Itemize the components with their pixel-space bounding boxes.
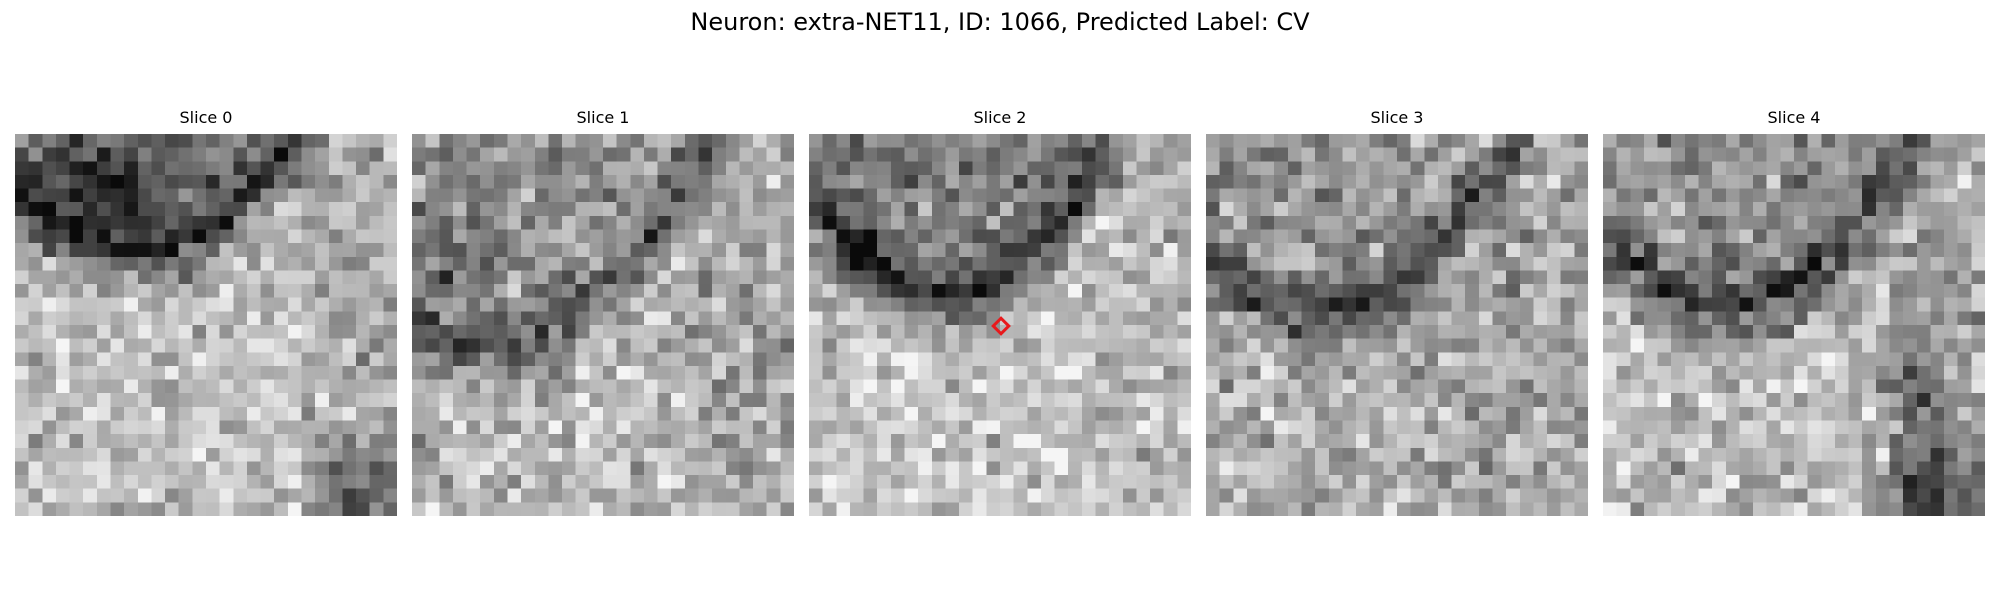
slice-title: Slice 3: [1370, 108, 1424, 127]
slice-panel-4: Slice 4: [1603, 108, 1985, 516]
figure-title: Neuron: extra-NET11, ID: 1066, Predicted…: [690, 8, 1310, 36]
slice-panel-1: Slice 1: [412, 108, 794, 516]
slice-image: [412, 134, 794, 516]
slice-title: Slice 0: [179, 108, 233, 127]
slice-panel-2: Slice 2: [809, 108, 1191, 516]
slice-title: Slice 1: [576, 108, 630, 127]
slice-title: Slice 2: [973, 108, 1027, 127]
slice-panel-3: Slice 3: [1206, 108, 1588, 516]
slice-image: [809, 134, 1191, 516]
slice-panel-0: Slice 0: [15, 108, 397, 516]
slice-image: [1603, 134, 1985, 516]
slice-title: Slice 4: [1767, 108, 1821, 127]
slice-image: [15, 134, 397, 516]
slice-image: [1206, 134, 1588, 516]
